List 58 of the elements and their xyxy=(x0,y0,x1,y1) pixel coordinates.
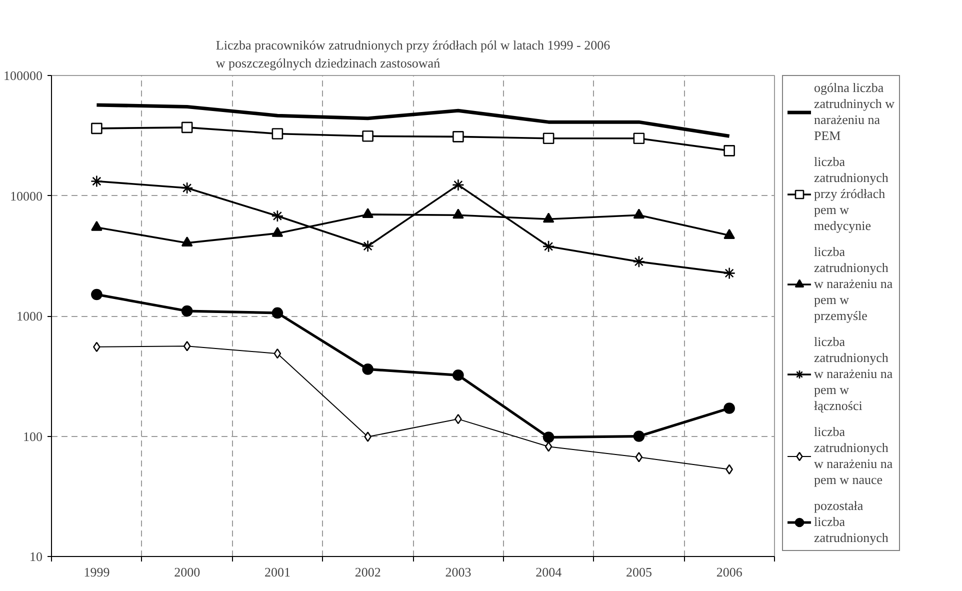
point xyxy=(635,452,643,462)
point xyxy=(362,240,374,252)
y-tick-label: 10 xyxy=(30,549,42,564)
legend-label: liczba zatrudnionych w narażeniu na pem w łączności xyxy=(814,334,893,414)
x-tick-label: 2005 xyxy=(626,564,652,580)
point xyxy=(181,122,193,134)
x-tick-label: 2006 xyxy=(716,564,743,580)
line-series xyxy=(94,103,732,138)
point xyxy=(362,208,374,218)
point xyxy=(183,340,191,352)
x-tick-label: 1999 xyxy=(84,564,110,580)
y-tick-label: 100000 xyxy=(4,68,42,83)
point xyxy=(632,256,646,268)
x-tick-label: 2001 xyxy=(264,564,290,580)
point xyxy=(181,305,193,317)
point xyxy=(90,175,103,188)
x-tick-label: 2003 xyxy=(445,564,472,580)
y-tick-label: 1000 xyxy=(16,308,42,324)
point xyxy=(272,307,284,319)
legend-label: pozostała liczba zatrudnionych xyxy=(814,498,888,546)
point xyxy=(452,131,464,142)
point xyxy=(542,240,555,253)
point xyxy=(452,370,464,381)
point xyxy=(542,212,554,223)
point xyxy=(271,210,284,222)
legend-label: liczba zatrudnionych przy źródłach pem w medycynie xyxy=(814,154,888,234)
point xyxy=(272,226,284,237)
point xyxy=(91,122,102,134)
point xyxy=(274,348,282,359)
point xyxy=(633,208,645,219)
point xyxy=(542,132,554,144)
x-tick-label: 2002 xyxy=(354,564,381,580)
point xyxy=(452,208,464,219)
point xyxy=(362,364,374,375)
point xyxy=(91,288,102,300)
point xyxy=(452,178,464,192)
point xyxy=(364,432,372,442)
point xyxy=(181,236,193,246)
point xyxy=(362,130,374,142)
chart-title: Liczba pracowników zatrudnionych przy źródłach pól w latach 1999 - 2006 w poszczególnych dziedzinach zastosowań xyxy=(216,38,611,70)
point xyxy=(91,220,102,231)
legend-label: liczba zatrudnionych w narażeniu na pem w nauce xyxy=(814,424,893,488)
point xyxy=(542,432,554,443)
point xyxy=(272,128,284,140)
legend-label: liczba zatrudnionych w narażeniu na pem w przemyśle xyxy=(814,244,893,324)
point xyxy=(724,402,735,414)
point xyxy=(633,132,645,144)
legend-label: ogólna liczba zatrudninych w narażeniu na PEM xyxy=(814,80,895,144)
y-tick-label: 10000 xyxy=(10,188,42,204)
point xyxy=(724,228,735,239)
point xyxy=(544,441,552,452)
point xyxy=(723,267,736,280)
point xyxy=(633,430,645,442)
point xyxy=(724,145,735,156)
y-tick-label: 100 xyxy=(23,428,42,444)
point xyxy=(180,182,194,194)
x-tick-label: 2000 xyxy=(174,564,200,580)
x-tick-label: 2004 xyxy=(536,564,562,580)
